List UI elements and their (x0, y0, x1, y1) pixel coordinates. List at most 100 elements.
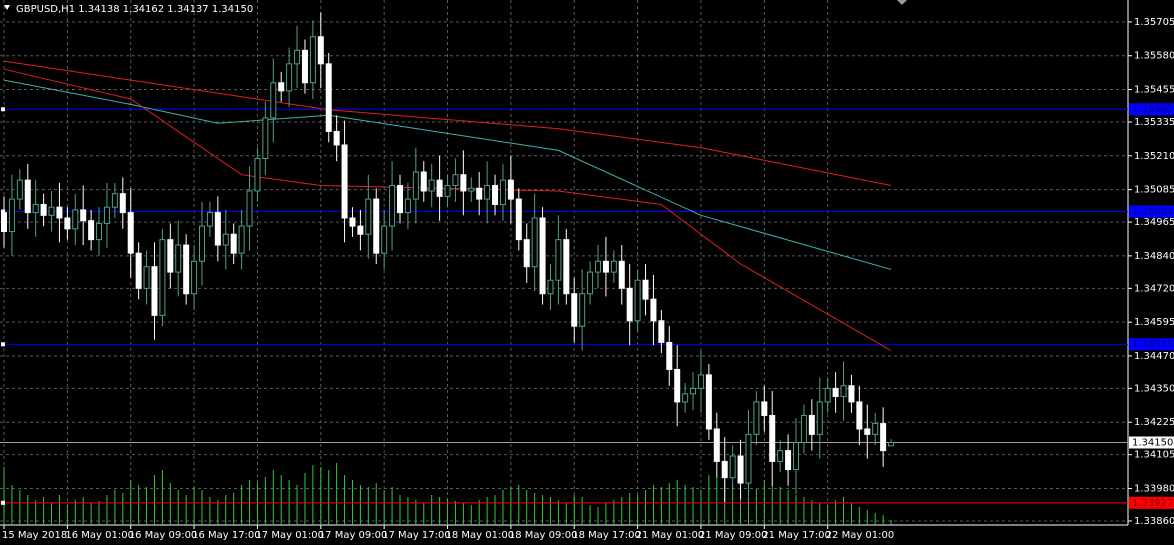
candle-body (135, 252, 142, 289)
candle-body (199, 225, 205, 262)
candle-body (800, 414, 807, 444)
candle-body (761, 401, 768, 416)
candle-body (888, 442, 895, 447)
shift-marker (897, 0, 907, 5)
y-tick-label: 1.34105 (1134, 450, 1174, 461)
candle-body (642, 279, 649, 300)
candle-body (389, 185, 396, 227)
candle-body (24, 179, 31, 214)
level-anchor (1, 342, 5, 347)
x-tick-label: 16 May 17:00 (192, 530, 261, 541)
level-label: 1.35382 (1132, 104, 1173, 115)
candle-body (325, 63, 332, 132)
candle-body (666, 341, 673, 370)
candle-body (103, 206, 110, 224)
candle-body (151, 266, 158, 316)
x-tick-label: 16 May 01:00 (65, 530, 134, 541)
candle-body (428, 179, 435, 192)
level-label-box (1129, 338, 1174, 351)
current-price-box (1129, 436, 1174, 449)
candle-body (848, 385, 855, 403)
candle-body (484, 185, 491, 200)
candle-body (143, 266, 150, 289)
level-anchor (1, 209, 5, 214)
x-tick-label: 16 May 09:00 (129, 530, 198, 541)
x-tick-label: 18 May 17:00 (572, 530, 641, 541)
y-tick-label: 1.34720 (1134, 283, 1174, 294)
candle-body (357, 225, 364, 235)
candle-body (808, 414, 815, 435)
menu-arrow[interactable] (4, 5, 10, 10)
candle-body (238, 225, 245, 254)
level-anchor (1, 500, 5, 505)
candle-body (832, 387, 839, 398)
candle-body (436, 179, 443, 197)
candle-body (531, 217, 538, 268)
candle-body (286, 63, 293, 92)
level-anchor (1, 107, 5, 112)
candle-body (610, 260, 617, 273)
candle-body (690, 387, 697, 395)
candle-body (183, 244, 190, 295)
level-label: 1.33927 (1132, 498, 1173, 509)
candle-body (634, 279, 641, 322)
y-tick-label: 1.34840 (1134, 251, 1174, 262)
candle-body (365, 198, 372, 235)
candle-body (159, 239, 166, 316)
x-tick-label: 15 May 2018 (2, 530, 67, 541)
x-tick-label: 21 May 17:00 (762, 530, 831, 541)
candle-body (587, 271, 594, 295)
candle-body (230, 233, 237, 254)
candle-body (40, 203, 47, 216)
candle-body (373, 198, 380, 254)
y-tick-label: 1.33980 (1134, 483, 1174, 494)
candle-body (785, 450, 792, 471)
candle-body (555, 239, 562, 281)
candle-body (420, 171, 427, 192)
y-tick-label: 1.35705 (1134, 17, 1174, 28)
y-tick-label: 1.35580 (1134, 51, 1174, 62)
candle-body (579, 293, 586, 327)
candle-body (618, 260, 625, 289)
chart-title: GBPUSD,H1 1.34138 1.34162 1.34137 1.3415… (16, 4, 253, 15)
candle-body (793, 442, 799, 471)
candle-body (880, 423, 887, 452)
candle-body (460, 174, 467, 192)
candle-body (721, 460, 728, 479)
candle-body (56, 206, 63, 219)
level-label: 1.34513 (1132, 339, 1173, 350)
candle-body (1, 212, 7, 233)
candle-body (127, 212, 134, 254)
candle-body (468, 187, 475, 192)
level-label-box (1129, 205, 1174, 218)
candle-body (64, 217, 71, 230)
candle-body (301, 49, 308, 84)
candle-body (864, 428, 871, 435)
candle-body (32, 203, 39, 214)
candle-body (262, 117, 269, 160)
current-price-label: 1.34150 (1132, 438, 1173, 449)
candle-body (175, 244, 182, 273)
candle-body (404, 198, 411, 214)
y-tick-label: 1.35085 (1134, 185, 1174, 196)
candle-body (333, 130, 340, 146)
candle-body (222, 233, 229, 246)
candle-body (309, 36, 316, 84)
candle-body (737, 455, 744, 484)
x-tick-label: 18 May 09:00 (509, 530, 578, 541)
candle-body (547, 279, 554, 295)
candle-body (214, 212, 221, 246)
candle-body (499, 179, 506, 205)
candle-body (88, 220, 95, 241)
candle-body (341, 144, 348, 219)
candle-body (856, 401, 863, 430)
candle-body (697, 374, 704, 389)
candle-body (397, 185, 403, 214)
x-tick-label: 21 May 01:00 (636, 530, 705, 541)
candle-body (8, 198, 15, 233)
candle-body (444, 185, 451, 197)
candle-body (507, 179, 514, 200)
candle-body (563, 239, 570, 295)
candle-body (523, 239, 530, 268)
